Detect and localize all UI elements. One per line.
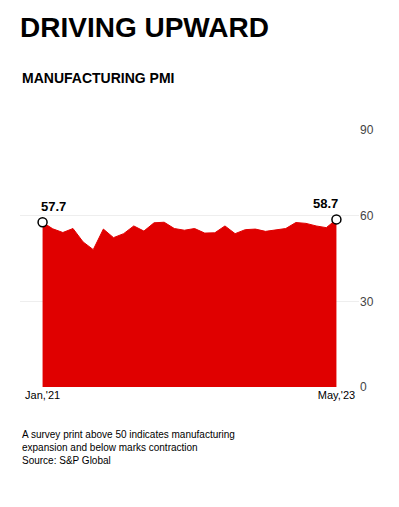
svg-text:DRIVING UPWARD: DRIVING UPWARD (20, 12, 269, 43)
svg-text:58.7: 58.7 (313, 196, 338, 211)
svg-text:57.7: 57.7 (41, 199, 66, 214)
svg-text:0: 0 (360, 380, 367, 394)
svg-text:Jan,'21: Jan,'21 (25, 389, 60, 401)
svg-text:MANUFACTURING PMI: MANUFACTURING PMI (22, 70, 174, 86)
svg-text:A survey print above 50 indica: A survey print above 50 indicates manufa… (22, 429, 235, 466)
svg-text:May,'23: May,'23 (318, 389, 355, 401)
svg-text:30: 30 (360, 295, 374, 309)
svg-text:60: 60 (360, 209, 374, 223)
svg-text:90: 90 (360, 123, 374, 137)
